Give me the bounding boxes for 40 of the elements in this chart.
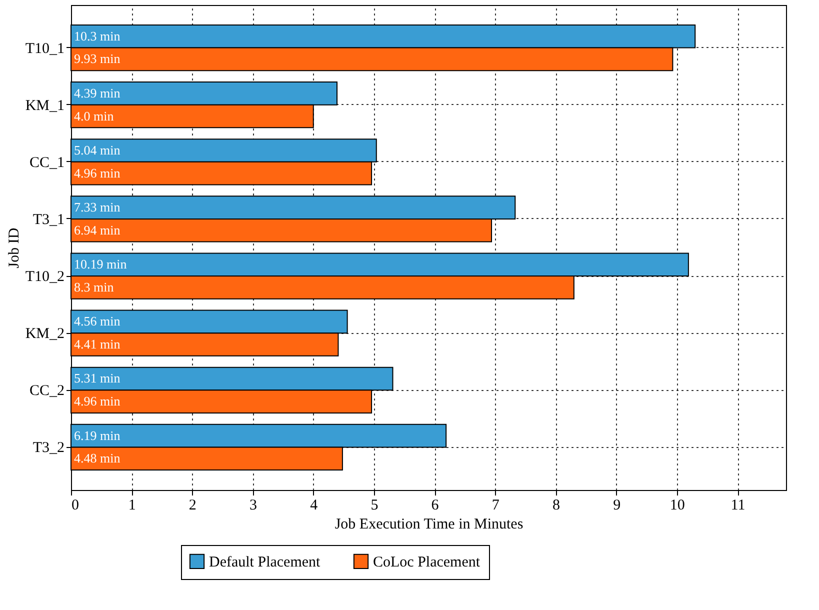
x-axis-title: Job Execution Time in Minutes bbox=[334, 516, 524, 532]
x-tick-label: 10 bbox=[670, 498, 685, 514]
y-tick-label: T10_1 bbox=[25, 40, 64, 57]
y-tick-label: T10_2 bbox=[25, 269, 64, 286]
x-tick-label: 7 bbox=[492, 498, 500, 514]
x-tick-label: 8 bbox=[552, 498, 560, 514]
y-tick-label: T3_2 bbox=[32, 440, 64, 456]
data-label: 4.96 min bbox=[74, 165, 121, 180]
y-tick-label: KM_1 bbox=[25, 98, 64, 114]
y-tick-label: T3_1 bbox=[32, 212, 64, 228]
data-label: 4.96 min bbox=[74, 394, 121, 409]
legend-label: Default Placement bbox=[209, 554, 322, 570]
data-label: 4.41 min bbox=[74, 336, 121, 352]
data-label: 10.3 min bbox=[74, 28, 121, 44]
data-label: 4.39 min bbox=[74, 85, 121, 100]
data-label: 6.19 min bbox=[74, 428, 121, 443]
x-tick-label: 0 bbox=[72, 498, 79, 514]
data-label: 4.48 min bbox=[74, 450, 121, 466]
data-label: 5.31 min bbox=[74, 370, 121, 386]
data-label: 7.33 min bbox=[74, 200, 121, 215]
y-axis-title: Job ID bbox=[6, 228, 22, 268]
x-tick-label: 2 bbox=[188, 498, 196, 514]
y-tick-label: CC_2 bbox=[29, 383, 64, 400]
data-label: 4.0 min bbox=[74, 108, 114, 124]
data-label: 5.04 min bbox=[74, 142, 121, 158]
data-label: 4.56 min bbox=[74, 314, 121, 329]
x-tick-label: 1 bbox=[128, 498, 136, 514]
y-tick-label: KM_2 bbox=[25, 326, 64, 342]
x-tick-label: 4 bbox=[310, 498, 318, 514]
x-tick-label: 6 bbox=[431, 498, 440, 514]
data-label: 10.19 min bbox=[74, 256, 128, 272]
data-label: 6.94 min bbox=[74, 222, 121, 238]
legend-label: CoLoc Placement bbox=[373, 554, 481, 570]
x-tick-label: 9 bbox=[613, 498, 621, 514]
data-label: 9.93 min bbox=[74, 51, 121, 66]
x-tick-label: 3 bbox=[250, 498, 258, 514]
y-tick-label: CC_1 bbox=[29, 154, 64, 171]
x-tick-label: 11 bbox=[730, 498, 746, 514]
x-tick-label: 5 bbox=[370, 498, 378, 514]
data-label: 8.3 min bbox=[74, 279, 114, 294]
